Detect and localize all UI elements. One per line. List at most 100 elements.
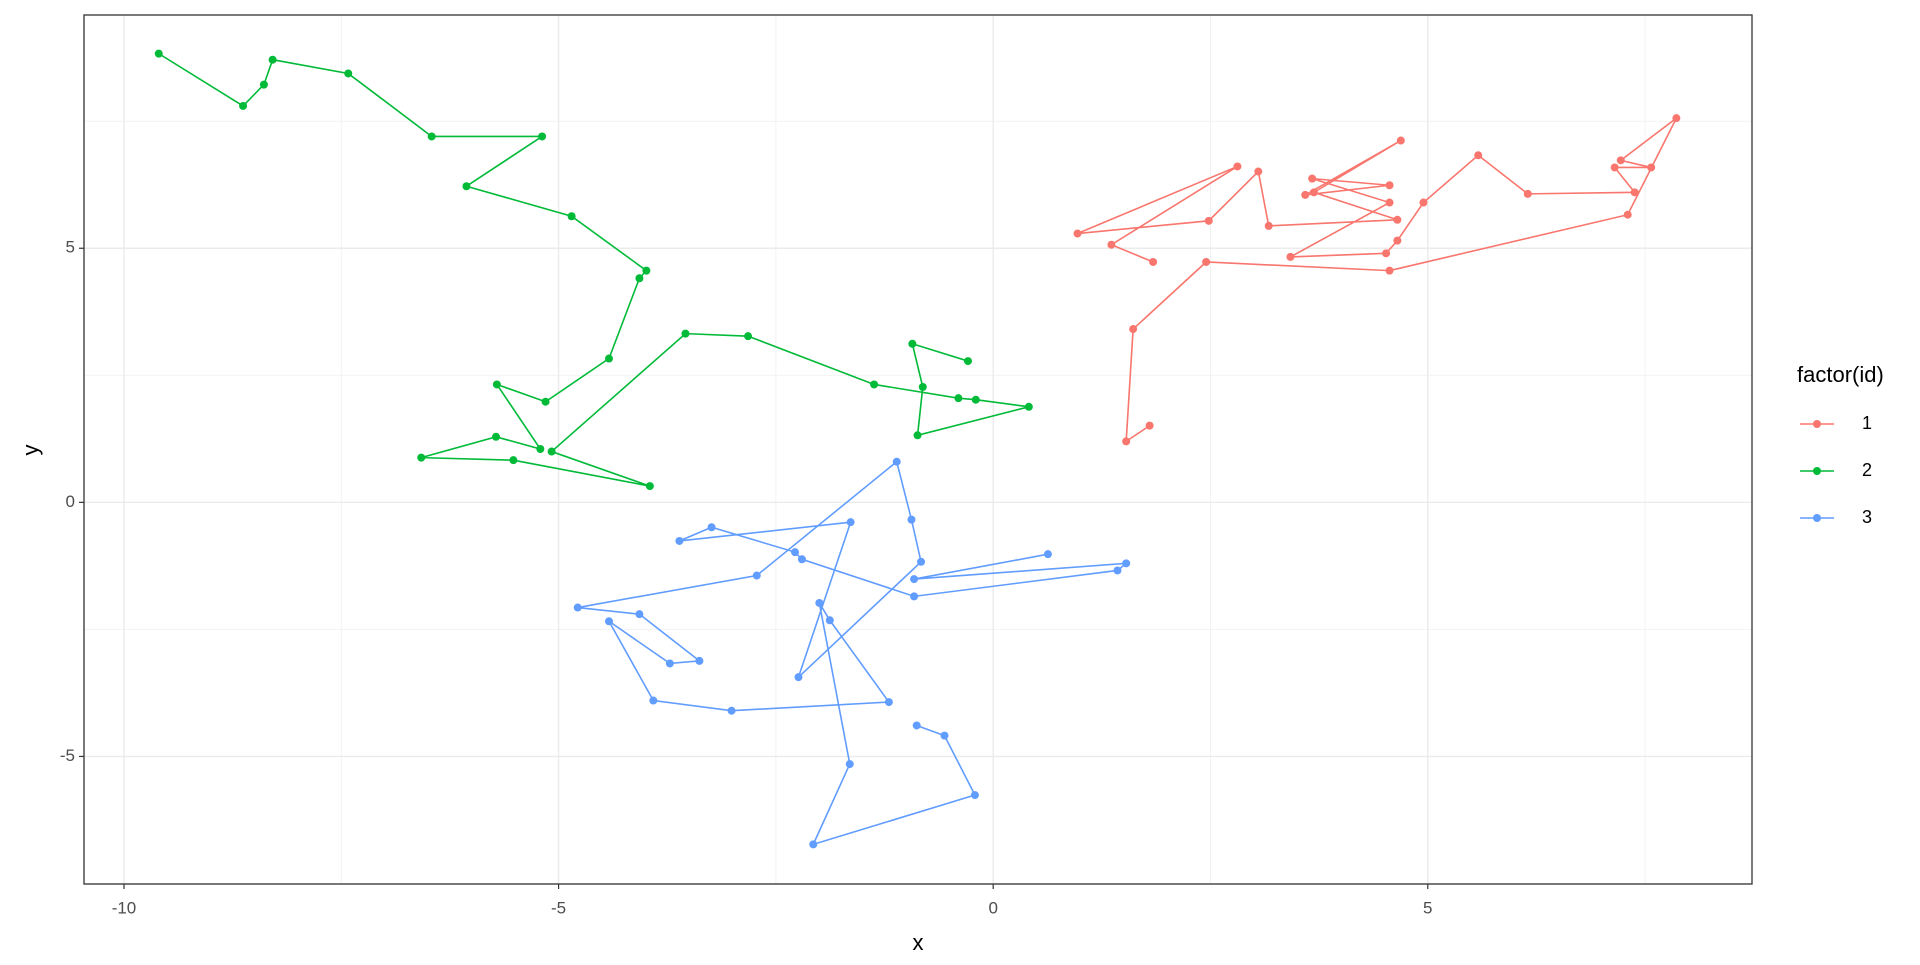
- point: [910, 592, 919, 601]
- point: [541, 397, 550, 406]
- point: [642, 266, 651, 275]
- point: [1073, 229, 1082, 238]
- point: [1393, 236, 1402, 245]
- point: [1623, 210, 1632, 219]
- point: [744, 332, 753, 341]
- point: [797, 555, 806, 564]
- point: [1301, 190, 1310, 199]
- legend-label: 1: [1862, 413, 1872, 433]
- point: [1647, 163, 1656, 172]
- point: [567, 212, 576, 221]
- point: [695, 656, 704, 665]
- point: [547, 447, 556, 456]
- point: [1523, 189, 1532, 198]
- point: [645, 482, 654, 491]
- point: [462, 182, 471, 191]
- series-line: [158, 52, 1030, 487]
- point: [344, 69, 353, 78]
- point: [1419, 198, 1428, 207]
- point: [154, 49, 163, 58]
- point: [1385, 198, 1394, 207]
- point: [707, 523, 716, 532]
- y-tick-label: 0: [66, 492, 75, 511]
- point: [794, 673, 803, 682]
- point: [727, 706, 736, 715]
- point: [538, 132, 547, 141]
- point: [675, 536, 684, 545]
- point: [604, 617, 613, 626]
- point: [912, 721, 921, 730]
- point: [417, 453, 426, 462]
- point: [665, 659, 674, 668]
- point: [635, 610, 644, 619]
- point: [573, 603, 582, 612]
- legend-label: 3: [1862, 507, 1872, 527]
- point: [791, 548, 800, 557]
- plot-border: [83, 14, 1753, 885]
- point: [1202, 257, 1211, 266]
- point: [681, 329, 690, 338]
- point: [427, 132, 436, 141]
- x-tick-label: -5: [551, 898, 566, 917]
- point: [536, 444, 545, 453]
- point: [1122, 437, 1131, 446]
- point: [910, 575, 919, 584]
- point: [1254, 167, 1263, 176]
- point: [509, 456, 518, 465]
- point: [1393, 215, 1402, 224]
- point: [809, 840, 818, 849]
- point: [1145, 421, 1154, 430]
- legend-point: [1813, 420, 1821, 428]
- point: [1107, 240, 1116, 249]
- x-tick-label: 5: [1423, 898, 1432, 917]
- point: [604, 354, 613, 363]
- point: [884, 698, 893, 707]
- point: [1396, 136, 1405, 145]
- point: [917, 557, 926, 566]
- point: [1122, 559, 1131, 568]
- point: [1309, 188, 1318, 197]
- point: [635, 274, 644, 283]
- point: [1113, 566, 1122, 575]
- point: [268, 55, 277, 64]
- point: [1382, 249, 1391, 258]
- x-tick-label: -10: [112, 898, 137, 917]
- point: [963, 357, 972, 366]
- point: [892, 457, 901, 466]
- point: [752, 571, 761, 580]
- legend-label: 2: [1862, 460, 1872, 480]
- point: [492, 380, 501, 389]
- series-line: [577, 460, 1129, 846]
- point: [1129, 325, 1138, 334]
- point: [971, 395, 980, 404]
- point: [846, 518, 855, 527]
- y-axis-label: y: [18, 445, 43, 456]
- point: [1024, 402, 1033, 411]
- point: [492, 432, 501, 441]
- point: [815, 598, 824, 607]
- point: [1385, 266, 1394, 275]
- point: [1149, 257, 1158, 266]
- point: [954, 394, 963, 403]
- point: [907, 515, 916, 524]
- point: [1233, 162, 1242, 171]
- point: [1630, 188, 1639, 197]
- point: [1264, 221, 1273, 230]
- point: [918, 382, 927, 391]
- point: [1616, 156, 1625, 165]
- point: [1610, 163, 1619, 172]
- point: [970, 791, 979, 800]
- x-axis-label: x: [913, 930, 924, 955]
- point: [239, 101, 248, 110]
- point: [1043, 550, 1052, 559]
- point: [649, 696, 658, 705]
- point: [845, 760, 854, 769]
- series-line: [1077, 117, 1678, 443]
- x-tick-label: 0: [988, 898, 997, 917]
- point: [940, 731, 949, 740]
- legend-title: factor(id): [1797, 362, 1884, 387]
- point: [913, 431, 922, 440]
- point: [1204, 216, 1213, 225]
- point: [259, 80, 268, 89]
